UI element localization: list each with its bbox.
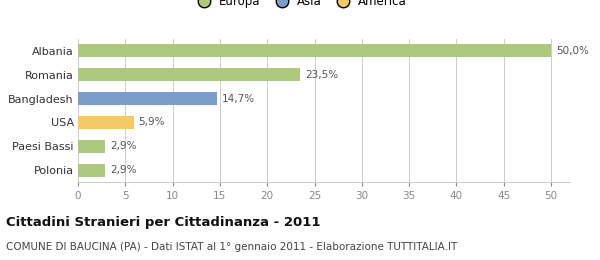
Bar <box>78 92 217 105</box>
Bar <box>78 164 106 177</box>
Text: 23,5%: 23,5% <box>305 70 338 80</box>
Text: 5,9%: 5,9% <box>139 118 165 127</box>
Text: 14,7%: 14,7% <box>222 94 255 103</box>
Text: Cittadini Stranieri per Cittadinanza - 2011: Cittadini Stranieri per Cittadinanza - 2… <box>6 216 320 229</box>
Bar <box>78 68 301 81</box>
Legend: Europa, Asia, America: Europa, Asia, America <box>187 0 412 13</box>
Text: 2,9%: 2,9% <box>110 165 137 175</box>
Text: 2,9%: 2,9% <box>110 141 137 151</box>
Bar <box>78 116 134 129</box>
Bar <box>78 140 106 153</box>
Text: COMUNE DI BAUCINA (PA) - Dati ISTAT al 1° gennaio 2011 - Elaborazione TUTTITALIA: COMUNE DI BAUCINA (PA) - Dati ISTAT al 1… <box>6 242 457 252</box>
Bar <box>78 44 551 57</box>
Text: 50,0%: 50,0% <box>556 46 589 56</box>
